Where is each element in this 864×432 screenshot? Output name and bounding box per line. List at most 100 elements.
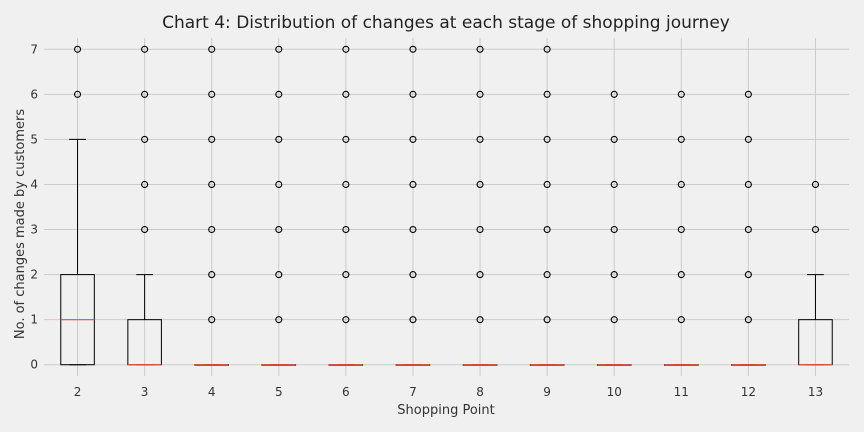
outlier-point: [610, 316, 618, 324]
x-tick-label: 5: [275, 385, 283, 399]
outlier-point: [610, 180, 618, 189]
outlier-point: [476, 316, 484, 324]
outlier-point: [543, 135, 551, 143]
x-tick-label: 12: [741, 385, 756, 399]
grid-lines: [44, 38, 849, 376]
outlier-point: [141, 45, 149, 53]
outlier-point: [275, 180, 283, 189]
x-tick-label: 10: [607, 385, 622, 399]
outlier-point: [73, 45, 82, 53]
x-tick-label: 13: [808, 385, 823, 399]
outlier-point: [409, 180, 417, 189]
outlier-point: [409, 45, 417, 53]
outlier-point: [208, 135, 216, 143]
x-tick-label: 6: [342, 385, 350, 399]
outlier-point: [141, 135, 149, 143]
box-group: [261, 45, 297, 366]
outlier-point: [476, 45, 484, 53]
y-tick-label: 3: [30, 223, 38, 237]
outlier-point: [677, 316, 685, 324]
y-tick-label: 7: [30, 42, 38, 56]
outlier-point: [208, 45, 216, 53]
outlier-point: [275, 271, 283, 279]
outlier-point: [342, 45, 350, 53]
outlier-point: [543, 316, 551, 324]
x-tick-label: 2: [74, 385, 82, 399]
outlier-point: [275, 90, 283, 98]
outlier-point: [275, 225, 283, 234]
outlier-point: [409, 271, 417, 279]
box-group: [462, 45, 498, 366]
x-tick-label: 4: [208, 385, 216, 399]
y-tick-label: 6: [30, 87, 38, 101]
outlier-point: [275, 135, 283, 143]
outlier-point: [141, 180, 149, 189]
outlier-point: [744, 271, 752, 279]
outlier-point: [342, 271, 350, 279]
outlier-point: [342, 90, 350, 98]
outlier-point: [476, 271, 484, 279]
outlier-point: [208, 90, 216, 98]
x-tick-label: 3: [141, 385, 149, 399]
outlier-point: [744, 135, 752, 143]
box-group: [60, 45, 95, 366]
y-tick-label: 1: [30, 313, 38, 327]
x-tick-label: 11: [674, 385, 689, 399]
outlier-point: [677, 180, 685, 189]
y-tick-label: 0: [30, 358, 38, 372]
y-axis-label: No. of changes made by customers: [13, 109, 28, 339]
outlier-point: [342, 316, 350, 324]
outlier-point: [744, 180, 752, 189]
outlier-point: [811, 225, 820, 234]
outlier-point: [677, 135, 685, 143]
outlier-point: [208, 271, 216, 279]
outlier-point: [476, 135, 484, 143]
y-tick-label: 5: [30, 132, 38, 146]
outlier-point: [409, 90, 417, 98]
outlier-point: [409, 316, 417, 324]
box-group: [664, 90, 699, 366]
x-tick-label: 9: [543, 385, 551, 399]
chart-title: Chart 4: Distribution of changes at each…: [162, 13, 730, 33]
box-group: [529, 45, 565, 366]
outlier-point: [543, 225, 551, 234]
outlier-point: [275, 45, 283, 53]
box-group: [127, 45, 162, 366]
y-tick-label: 4: [30, 177, 38, 191]
box-group: [194, 45, 229, 366]
outlier-point: [610, 225, 618, 234]
outlier-point: [141, 225, 149, 234]
outlier-point: [275, 316, 283, 324]
outlier-point: [543, 90, 551, 98]
outlier-point: [476, 225, 484, 234]
outlier-point: [208, 180, 216, 189]
outlier-point: [744, 225, 752, 234]
outlier-point: [342, 225, 350, 234]
outlier-point: [476, 180, 484, 189]
outlier-point: [610, 90, 618, 98]
outlier-point: [744, 316, 752, 324]
outlier-point: [476, 90, 484, 98]
x-tick-label: 7: [409, 385, 417, 399]
x-tick-label: 8: [476, 385, 484, 399]
outlier-point: [543, 180, 551, 189]
y-tick-label: 2: [30, 268, 38, 282]
outlier-point: [141, 90, 149, 98]
outlier-point: [677, 225, 685, 234]
outlier-point: [811, 180, 820, 189]
box-group: [596, 90, 632, 366]
outlier-point: [744, 90, 752, 98]
outlier-point: [677, 271, 685, 279]
outlier-point: [73, 90, 82, 98]
box-group: [328, 45, 364, 366]
outlier-point: [208, 225, 216, 234]
outlier-point: [342, 180, 350, 189]
box-group: [731, 90, 766, 366]
outlier-point: [610, 135, 618, 143]
outlier-point: [208, 316, 216, 324]
outlier-point: [342, 135, 350, 143]
box-group: [798, 180, 833, 366]
outlier-point: [409, 135, 417, 143]
